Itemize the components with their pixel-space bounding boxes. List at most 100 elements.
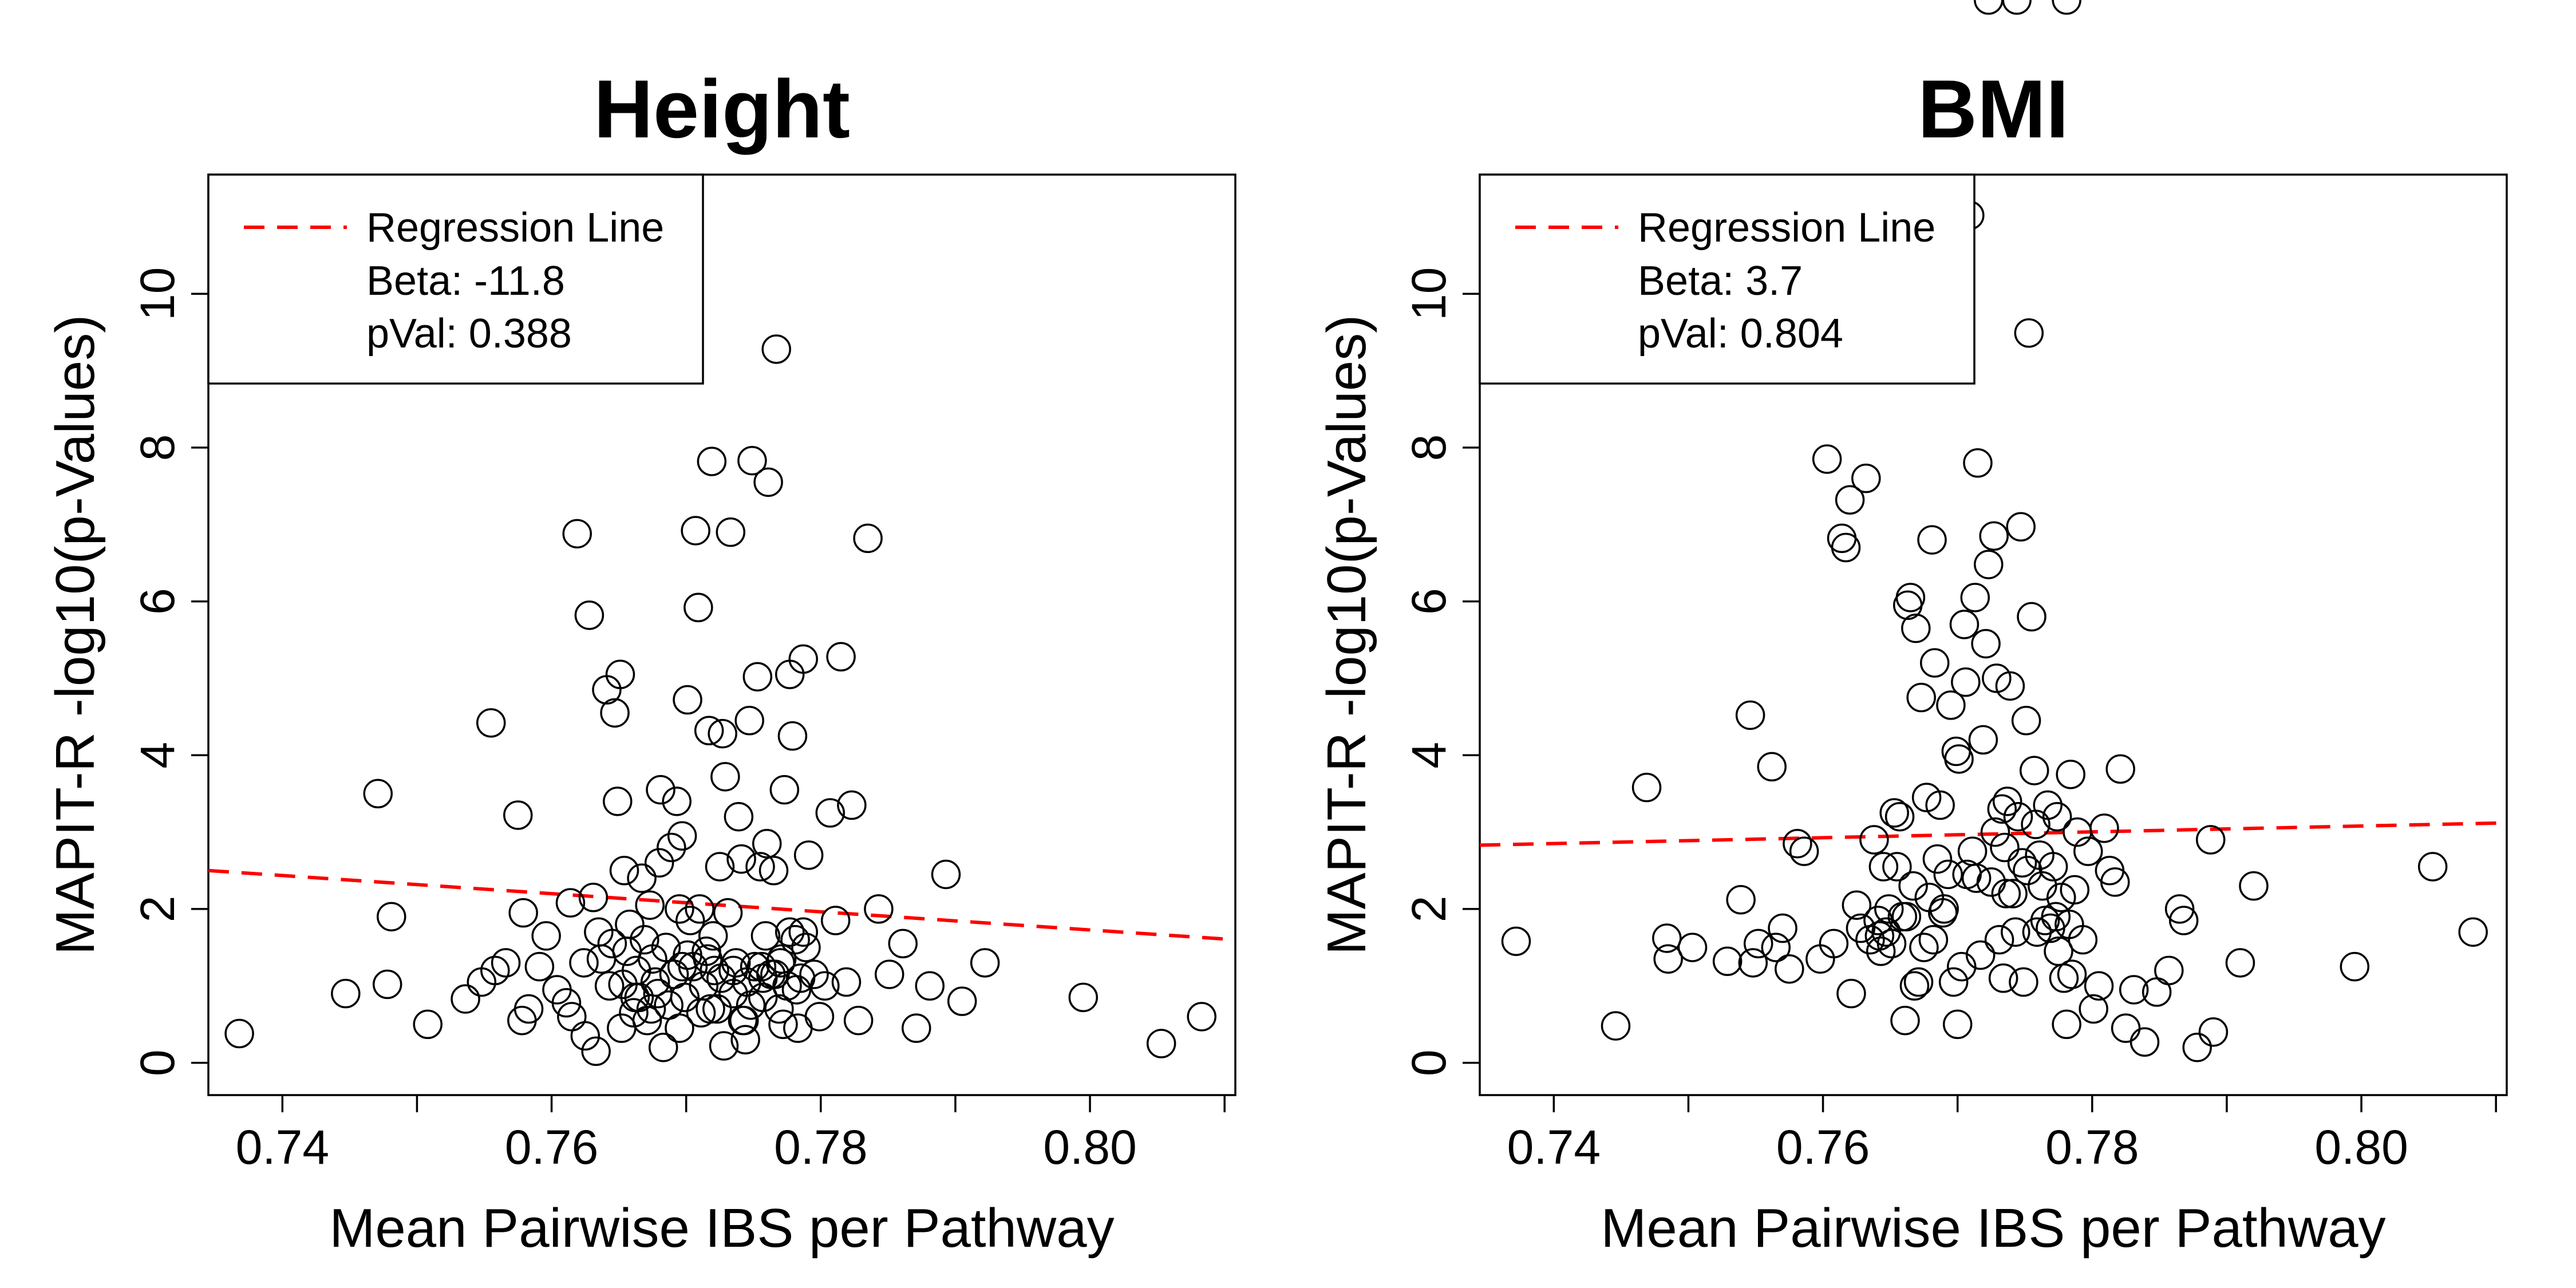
legend-beta: Beta: 3.7 (1638, 258, 1803, 304)
data-point (1187, 1002, 1216, 1032)
data-point (635, 890, 665, 920)
legend-box (207, 173, 704, 385)
data-point (788, 644, 819, 674)
data-point (1984, 924, 2014, 955)
data-point (2038, 852, 2068, 882)
data-point (753, 467, 783, 497)
data-point (781, 975, 812, 1005)
data-point (1979, 521, 2009, 551)
data-point (1909, 933, 1939, 962)
data-point (1974, 0, 2004, 15)
data-point (648, 1032, 678, 1062)
data-point (1735, 700, 1765, 730)
chart-title: Height (594, 63, 850, 155)
x-tick-label: 0.78 (2045, 1120, 2139, 1174)
data-point (1743, 929, 1773, 959)
data-point (1929, 894, 1959, 924)
data-point (728, 1005, 758, 1036)
data-point (2100, 867, 2130, 897)
data-point (1789, 836, 1819, 866)
data-point (2225, 948, 2255, 978)
x-tick-label: 0.74 (1507, 1120, 1601, 1174)
data-point (531, 921, 561, 951)
data-point (2458, 917, 2488, 947)
data-point (748, 963, 778, 993)
data-point (2042, 801, 2072, 832)
data-point (1919, 648, 1950, 678)
data-point (1965, 940, 1996, 970)
data-point (480, 955, 510, 986)
data-point (1980, 817, 2010, 847)
data-point (2129, 1027, 2160, 1057)
data-point (2003, 801, 2033, 832)
data-point (620, 982, 650, 1013)
data-point (1068, 982, 1099, 1013)
data-point (363, 779, 393, 809)
data-point (1851, 463, 1881, 493)
data-point (665, 894, 694, 924)
data-point (1911, 783, 1942, 812)
data-point (1653, 944, 1683, 974)
data-point (2002, 0, 2032, 15)
x-axis-label: Mean Pairwise IBS per Pathway (329, 1198, 1114, 1259)
data-point (702, 994, 732, 1024)
data-point (1831, 532, 1861, 563)
x-tick-label: 0.78 (774, 1120, 868, 1174)
data-point (2052, 1009, 2081, 1040)
data-point (562, 519, 592, 549)
data-point (636, 994, 666, 1024)
x-tick-label: 0.80 (2314, 1120, 2408, 1174)
data-point (1874, 894, 1904, 924)
data-point (1899, 971, 1930, 1001)
data-point (1835, 485, 1865, 515)
data-point (665, 1013, 694, 1043)
data-point (597, 929, 627, 959)
legend: Regression Line Beta: 3.7 pVal: 0.804 (1479, 173, 1976, 385)
data-point (1938, 967, 1969, 997)
data-point (745, 852, 775, 882)
data-point (947, 986, 977, 1016)
data-point (413, 1009, 443, 1040)
data-point (619, 998, 649, 1028)
data-point (1868, 852, 1899, 882)
data-point (1901, 613, 1931, 643)
y-tick-label: 6 (131, 588, 184, 615)
data-point (2009, 967, 2038, 997)
data-point (1768, 913, 1797, 943)
data-point (768, 1009, 798, 1040)
data-point (1946, 951, 1977, 982)
data-point (734, 706, 764, 736)
data-point (2340, 951, 2370, 982)
data-point (1864, 921, 1895, 951)
legend-line-label: Regression Line (366, 205, 664, 251)
data-point (1971, 629, 2001, 659)
data-point (1783, 828, 1812, 859)
data-point (1995, 671, 2025, 701)
data-point (713, 898, 743, 928)
data-point (791, 933, 821, 962)
data-point (603, 787, 633, 816)
data-point (651, 933, 681, 962)
data-point (761, 334, 791, 364)
data-point (1982, 663, 2012, 693)
data-point (826, 642, 856, 672)
data-point (788, 917, 819, 947)
data-point (777, 721, 808, 751)
data-point (1879, 798, 1909, 828)
data-point (2046, 883, 2076, 912)
data-point (657, 832, 686, 863)
data-point (685, 894, 714, 924)
data-point (524, 951, 555, 982)
data-point (1712, 946, 1743, 977)
data-point (2060, 875, 2090, 905)
data-point (2168, 906, 2199, 935)
data-point (2052, 0, 2081, 15)
data-point (224, 1018, 254, 1049)
data-point (569, 948, 599, 978)
data-point (853, 523, 883, 554)
data-point (491, 948, 521, 978)
data-point (2017, 602, 2046, 632)
data-point (1991, 879, 2021, 908)
data-point (2182, 1032, 2212, 1062)
